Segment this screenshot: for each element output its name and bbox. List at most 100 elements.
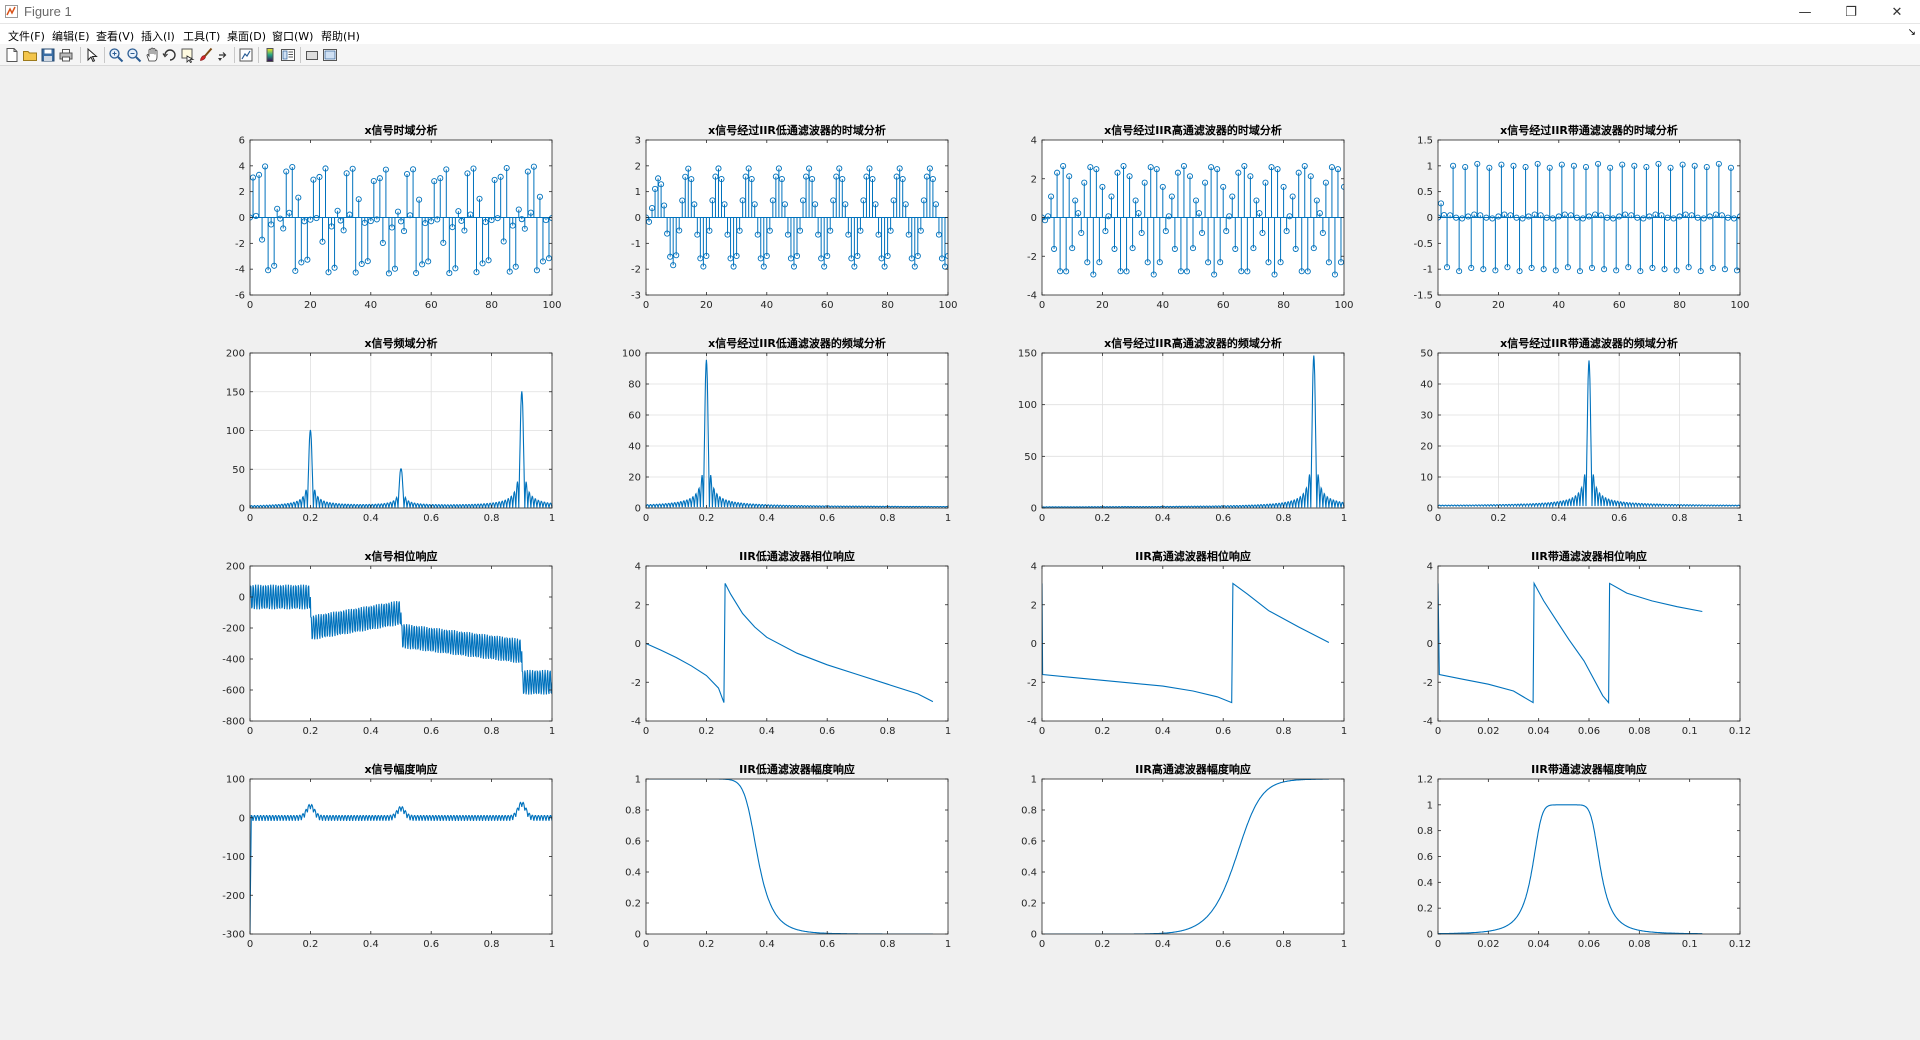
stem-marker[interactable] [1585, 213, 1593, 220]
stem-marker[interactable] [1579, 215, 1587, 222]
stem-marker[interactable] [1232, 245, 1239, 252]
stem-marker[interactable] [385, 270, 392, 277]
chart-bp-time[interactable]: 0 20 40 60 80 100 -1.5 -1 -0.5 0 0.5 1 1.5 x信号经过IIR带通… [1413, 123, 1749, 311]
stem-marker[interactable] [1238, 268, 1245, 275]
stem-marker[interactable] [1340, 183, 1346, 190]
stem-marker[interactable] [1126, 173, 1133, 180]
stem-marker[interactable] [1540, 266, 1547, 273]
stem-marker[interactable] [379, 239, 386, 246]
stem-marker[interactable] [1102, 228, 1109, 235]
stem-marker[interactable] [796, 227, 804, 234]
stem-marker[interactable] [262, 163, 269, 170]
stem-marker[interactable] [425, 258, 432, 265]
stem-marker[interactable] [721, 201, 728, 208]
stem-marker[interactable] [1646, 213, 1653, 220]
stem-marker[interactable] [1337, 259, 1344, 266]
stem-marker[interactable] [1537, 212, 1544, 219]
stem-marker[interactable] [334, 207, 341, 214]
series-line[interactable] [250, 584, 552, 695]
stem-marker[interactable] [512, 263, 519, 270]
stem-marker[interactable] [703, 252, 710, 259]
stem-marker[interactable] [1643, 163, 1650, 171]
stem-marker[interactable] [1223, 228, 1230, 235]
stem-marker[interactable] [1129, 245, 1136, 252]
stem-marker[interactable] [1256, 210, 1263, 217]
chart-lp-mag[interactable]: 0 0.2 0.4 0.6 0.8 1 0 0.2 0.4 0.6 0.8 1 IIR低通滤波器幅度响应 [625, 762, 951, 950]
chart-lp-phase[interactable]: 0 0.2 0.4 0.6 0.8 1 -4 -2 0 2 4 IIR低通滤波器相位响应 [631, 549, 951, 737]
stem-marker[interactable] [827, 227, 834, 234]
stem-marker[interactable] [1640, 215, 1647, 222]
stem-marker[interactable] [1534, 160, 1541, 167]
stem-marker[interactable] [1277, 259, 1284, 266]
series-line[interactable] [1438, 360, 1740, 508]
stem-marker[interactable] [1456, 268, 1463, 275]
stem-marker[interactable] [1637, 268, 1644, 275]
stem-marker[interactable] [1132, 197, 1139, 204]
stem-marker[interactable] [1595, 160, 1602, 167]
restore-button[interactable]: ❐ [1828, 0, 1874, 24]
stem-marker[interactable] [280, 225, 287, 232]
stem-marker[interactable] [331, 264, 338, 271]
stem-marker[interactable] [1316, 210, 1323, 217]
stem-marker[interactable] [536, 193, 543, 200]
stem-marker[interactable] [1504, 264, 1511, 271]
chart-x-mag[interactable]: 0 0.2 0.4 0.6 0.8 1 -300 -200 -100 0 100 x信号幅度响应 [222, 762, 555, 950]
stem-marker[interactable] [1250, 245, 1257, 252]
stem-marker[interactable] [1174, 169, 1181, 176]
stem-marker[interactable] [1697, 268, 1704, 275]
stem-marker[interactable] [824, 252, 831, 259]
stem-marker[interactable] [821, 263, 828, 270]
brush-icon[interactable] [198, 47, 214, 63]
stem-marker[interactable] [766, 227, 773, 234]
stem-marker[interactable] [706, 227, 713, 234]
stem-marker[interactable] [1510, 162, 1517, 169]
stem-marker[interactable] [1528, 264, 1535, 272]
stem-marker[interactable] [1658, 212, 1665, 219]
stem-marker[interactable] [1138, 229, 1145, 237]
stem-marker[interactable] [1480, 266, 1487, 273]
stem-marker[interactable] [313, 215, 320, 222]
stem-marker[interactable] [1048, 193, 1055, 200]
stem-marker[interactable] [1114, 169, 1121, 176]
stem-marker[interactable] [655, 175, 662, 182]
print-icon[interactable] [58, 47, 74, 63]
stem-marker[interactable] [917, 227, 924, 234]
stem-marker[interactable] [676, 227, 683, 234]
stem-marker[interactable] [1588, 264, 1596, 272]
stem-marker[interactable] [295, 194, 302, 201]
stem-marker[interactable] [1153, 166, 1160, 173]
series-line[interactable] [250, 391, 552, 508]
stem-marker[interactable] [452, 265, 459, 272]
stem-marker[interactable] [400, 228, 408, 235]
stem-marker[interactable] [431, 178, 438, 185]
stem-marker[interactable] [869, 176, 876, 183]
stem-marker[interactable] [1313, 197, 1320, 204]
stem-marker[interactable] [1622, 211, 1629, 218]
stem-marker[interactable] [1063, 268, 1070, 275]
new-figure-icon[interactable] [4, 47, 20, 63]
stem-marker[interactable] [839, 176, 846, 183]
stem-marker[interactable] [836, 165, 843, 172]
stem-marker[interactable] [1141, 179, 1148, 186]
stem-marker[interactable] [1564, 264, 1571, 271]
stem-marker[interactable] [506, 268, 513, 275]
stem-marker[interactable] [884, 252, 891, 259]
chart-bp-phase[interactable]: 0 0.02 0.04 0.06 0.08 0.1 0.12 -4 -2 0 2 4 IIR带通滤波器相… [1423, 549, 1751, 737]
stem-marker[interactable] [809, 176, 816, 183]
stem-marker[interactable] [1501, 211, 1508, 218]
stem-marker[interactable] [1177, 268, 1184, 275]
stem-marker[interactable] [413, 269, 420, 277]
rotate-3d-icon[interactable] [162, 47, 178, 63]
stem-marker[interactable] [1477, 212, 1484, 219]
stem-marker[interactable] [1241, 162, 1248, 170]
stem-marker[interactable] [1244, 268, 1251, 275]
pan-icon[interactable] [144, 47, 160, 63]
stem-marker[interactable] [1570, 162, 1577, 169]
menu-file[interactable]: 文件(F) [8, 30, 45, 43]
stem-marker[interactable] [1310, 245, 1317, 252]
stem-marker[interactable] [1307, 173, 1314, 180]
stem-marker[interactable] [1075, 210, 1082, 217]
stem-marker[interactable] [1700, 215, 1707, 222]
stem-marker[interactable] [1706, 213, 1713, 220]
stem-marker[interactable] [1679, 161, 1686, 168]
